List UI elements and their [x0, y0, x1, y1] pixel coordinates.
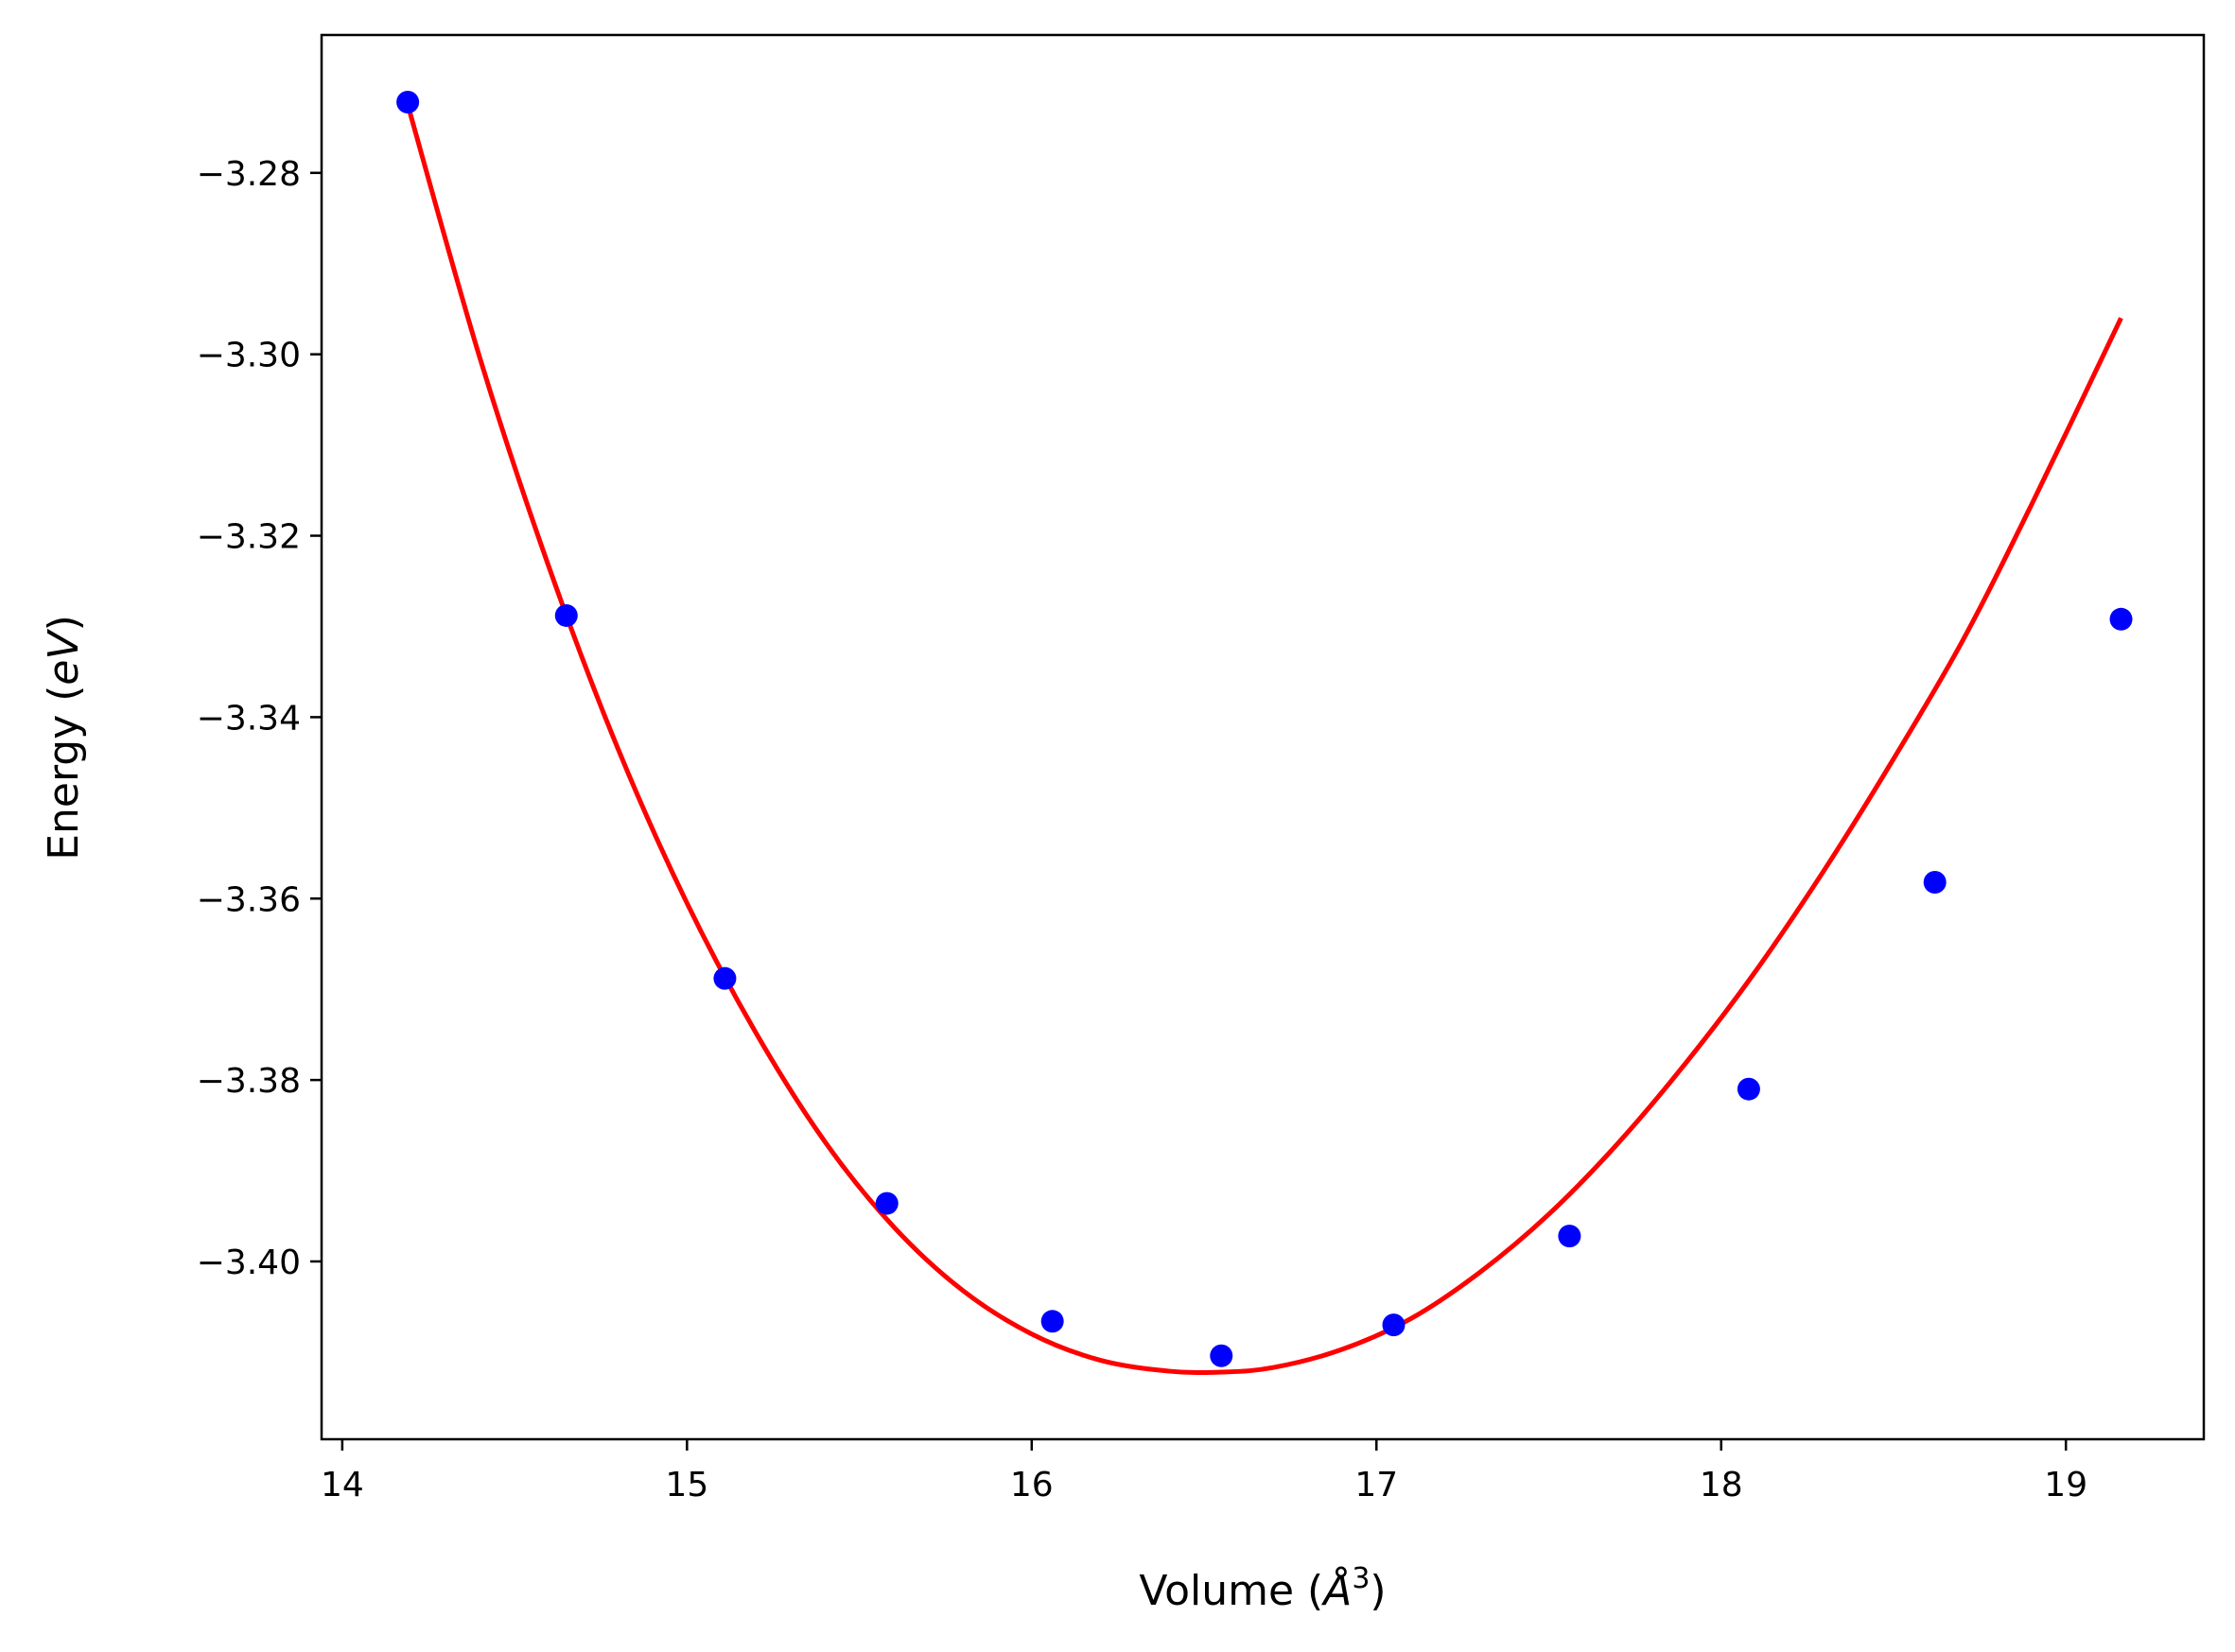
y-tick-label: −3.36: [197, 880, 301, 919]
data-point: [1210, 1344, 1233, 1367]
data-points: [396, 90, 2133, 1367]
fit-curve: [405, 104, 2123, 1376]
plot-frame: [320, 33, 2206, 1441]
x-axis-ticks: 14 15 16 17 18 19: [321, 1439, 2087, 1504]
y-tick-label: −3.34: [197, 699, 301, 738]
data-point: [1040, 1310, 1064, 1333]
data-point: [1923, 870, 1947, 894]
y-tick-label: −3.28: [197, 155, 301, 194]
x-tick-label: 16: [1010, 1466, 1054, 1504]
data-point: [1558, 1225, 1581, 1248]
data-point: [554, 603, 578, 627]
y-tick-label: −3.30: [197, 337, 301, 375]
x-axis-label-suffix: ): [1370, 1567, 1386, 1615]
x-axis-label-exponent: 3: [1352, 1562, 1370, 1595]
x-axis-label-prefix: Volume (: [1139, 1567, 1323, 1615]
x-tick-label: 19: [2044, 1466, 2087, 1504]
data-point: [396, 90, 420, 113]
x-axis-label: Volume (Å3): [1139, 1562, 1386, 1615]
x-axis-label-unit: Å: [1320, 1565, 1352, 1615]
x-tick-label: 18: [1700, 1466, 1743, 1504]
y-axis-ticks: −3.28 −3.30 −3.32 −3.34 −3.36 −3.38 −3.40: [197, 155, 322, 1282]
data-point: [1382, 1313, 1406, 1337]
data-point: [2109, 607, 2133, 631]
y-axis-label-suffix: ): [40, 615, 88, 631]
x-tick-label: 17: [1354, 1466, 1398, 1504]
data-point: [713, 966, 737, 990]
data-point: [875, 1191, 899, 1215]
y-axis-label-unit: eV: [40, 629, 88, 686]
x-tick-label: 15: [665, 1466, 708, 1504]
x-tick-label: 14: [321, 1466, 364, 1504]
plot-area-background: [322, 35, 2204, 1439]
y-axis-label-prefix: Energy (: [40, 686, 88, 861]
y-tick-label: −3.40: [197, 1243, 301, 1282]
y-tick-label: −3.38: [197, 1062, 301, 1101]
y-tick-label: −3.32: [197, 518, 301, 557]
data-point: [1737, 1077, 1760, 1101]
y-axis-label: Energy (eV): [40, 615, 88, 861]
